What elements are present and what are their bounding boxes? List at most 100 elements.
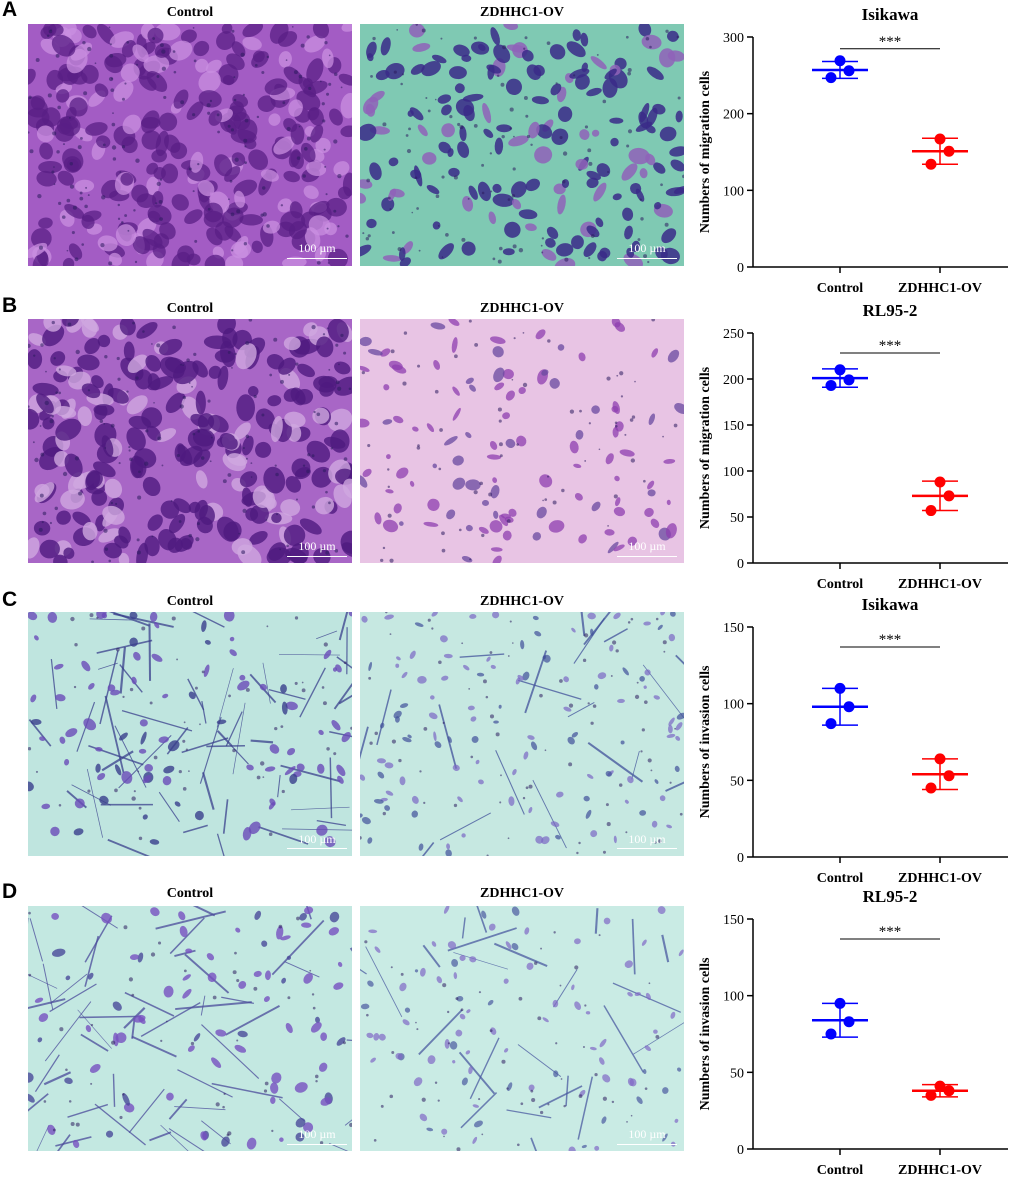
series-zdhhc1-ov [912,1080,968,1101]
data-point [834,364,846,376]
data-point [843,65,855,77]
y-tick-label: 150 [723,621,744,636]
data-point [925,782,937,794]
data-point [843,1016,855,1028]
data-point [943,490,955,502]
chart-a: Isikawa 0 100 200 300 Control ZDHHC1-OV Numbers… [698,5,1008,296]
micrograph-control [28,612,352,856]
data-point [825,379,837,391]
chart-c: Isikawa 0 50 100 150 Control ZDHHC1-OV Numbers … [698,595,1008,886]
panel-letter: D [2,880,18,903]
data-point [943,145,955,157]
scale-bar [617,1144,677,1145]
cell-texture [28,319,352,563]
chart-title: Isikawa [862,5,919,24]
scale-label: 100 µm [298,1127,336,1141]
scale-bar [287,848,347,849]
scale-bar [617,258,677,259]
cell-texture [360,24,684,266]
data-point [934,1080,946,1092]
series-control [812,364,868,391]
panel-d: D Control ZDHHC1-OV 100 µm 100 µm [0,880,1020,1181]
image-title-control: Control [166,5,214,20]
y-tick-label: 100 [723,990,744,1005]
x-tick-label: ZDHHC1-OV [898,281,982,296]
panel-letter: B [2,294,18,317]
scale-bar [287,258,347,259]
micrograph-control [28,319,352,563]
y-tick-label: 50 [730,774,744,789]
data-point [934,476,946,488]
image-title-control: Control [166,886,214,901]
y-tick-label: 50 [730,511,744,526]
panel-letter: C [2,588,18,611]
significance-stars: *** [879,632,902,648]
scale-bar [617,848,677,849]
y-tick-label: 0 [737,851,744,866]
data-point [825,1028,837,1040]
chart-d: RL95-2 0 50 100 150 Control ZDHHC1-OV Numbers o… [698,887,1008,1178]
image-title-ov: ZDHHC1-OV [480,594,564,609]
x-tick-label: ZDHHC1-OV [898,577,982,592]
significance-stars: *** [879,924,902,940]
y-tick-label: 0 [737,261,744,276]
x-tick-label: ZDHHC1-OV [898,871,982,886]
scale-label: 100 µm [628,832,666,846]
data-point [925,1089,937,1101]
scale-label: 100 µm [628,1127,666,1141]
micrograph-control [28,24,352,266]
y-tick-label: 100 [723,698,744,713]
panel-b: B Control ZDHHC1-OV 100 µm 100 µm [0,294,1020,586]
y-axis-label: Numbers of migration cells [698,366,713,529]
significance-stars: *** [879,338,902,354]
data-point [934,133,946,145]
y-tick-label: 100 [723,465,744,480]
chart-title: RL95-2 [863,887,918,906]
panel-c: C Control ZDHHC1-OV 100 µm 100 µm [0,588,1020,882]
y-tick-label: 200 [723,373,744,388]
image-title-ov: ZDHHC1-OV [480,886,564,901]
data-point [925,505,937,517]
cell-texture [360,612,684,856]
cell-texture [28,612,352,856]
data-point [825,72,837,84]
series-zdhhc1-ov [912,753,968,794]
scale-label: 100 µm [628,539,666,553]
data-point [934,753,946,765]
scale-bar [287,556,347,557]
x-tick-label: Control [817,871,864,886]
micrograph-control [28,906,352,1151]
series-control [812,55,868,84]
significance-stars: *** [879,34,902,50]
scale-bar [617,556,677,557]
scale-label: 100 µm [628,241,666,255]
series-control [812,682,868,730]
scale-label: 100 µm [298,539,336,553]
cell-texture [28,906,352,1151]
y-axis-label: Numbers of migration cells [698,70,713,233]
micrograph-background [28,612,352,856]
image-title-control: Control [166,594,214,609]
y-tick-label: 0 [737,557,744,572]
x-tick-label: Control [817,577,864,592]
cell-texture [28,24,352,266]
y-tick-label: 150 [723,419,744,434]
scale-label: 100 µm [298,832,336,846]
cell-texture [360,906,684,1151]
data-point [834,682,846,694]
panel-letter: A [2,0,18,21]
micrograph-background [360,24,684,266]
micrograph-ov [360,906,684,1151]
y-tick-label: 200 [723,108,744,123]
y-tick-label: 250 [723,327,744,342]
series-zdhhc1-ov [912,476,968,517]
micrograph-ov [360,612,684,856]
data-point [843,374,855,386]
data-point [943,770,955,782]
y-tick-label: 0 [737,1143,744,1158]
micrograph-ov [360,319,684,563]
y-axis-label: Numbers of invasion cells [698,957,713,1110]
data-point [925,158,937,170]
x-tick-label: Control [817,281,864,296]
data-point [834,55,846,67]
